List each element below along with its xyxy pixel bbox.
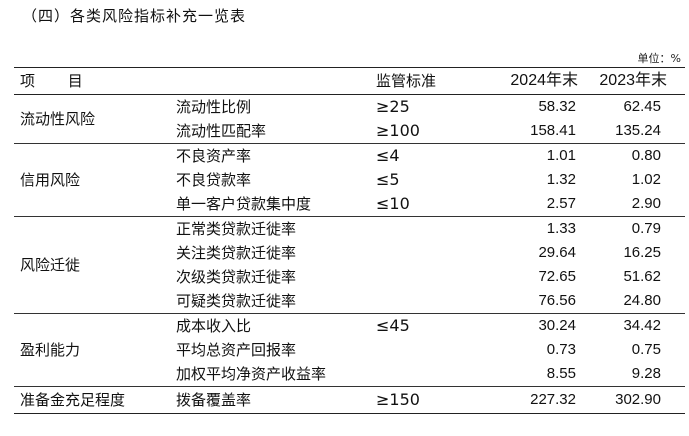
standard-cell: ≤5 (376, 170, 400, 189)
value-2024-cell: 30.24 (468, 313, 578, 338)
header-2024: 2024年末 (468, 67, 578, 95)
value-2023-cell: 62.45 (578, 94, 685, 119)
value-2024-cell: 72.65 (538, 268, 576, 285)
indicator-cell: 流动性比例 (176, 94, 376, 119)
indicator-cell: 拨备覆盖率 (176, 386, 376, 414)
group-liquidity: 流动性风险 流动性比例 ≥25 58.32 62.45 流动性匹配率 ≥100 … (14, 94, 685, 144)
header-indicator (176, 67, 376, 95)
table-header-row: 项 目 监管标准 2024年末 2023年末 (14, 67, 685, 95)
value-2023-cell: 0.75 (631, 341, 661, 358)
table-row: 加权平均净资产收益率 8.55 9.28 (14, 362, 685, 387)
value-2023-cell: 1.02 (631, 171, 661, 188)
standard-cell (376, 289, 468, 314)
standard-cell (376, 362, 468, 387)
value-2023-cell: 2.90 (631, 195, 661, 212)
indicator-cell: 正常类贷款迁徙率 (176, 216, 376, 241)
standard-cell (376, 338, 468, 362)
value-2023-cell: 302.90 (578, 386, 685, 414)
value-2024-cell: 1.32 (546, 171, 576, 188)
value-2024-cell: 8.55 (546, 365, 576, 382)
standard-cell (376, 265, 468, 289)
group-credit: 信用风险 不良资产率 ≤4 1.01 0.80 不良贷款率 ≤5 1.32 1.… (14, 143, 685, 217)
indicator-cell: 不良资产率 (176, 143, 376, 168)
category-cell: 准备金充足程度 (14, 386, 176, 414)
value-2024-cell: 1.01 (468, 143, 578, 168)
value-2023-cell: 0.79 (578, 216, 685, 241)
indicator-cell: 单一客户贷款集中度 (176, 195, 312, 213)
value-2023-cell: 9.28 (631, 365, 661, 382)
category-cell: 流动性风险 (14, 94, 176, 144)
standard-cell (376, 241, 468, 265)
header-standard: 监管标准 (376, 67, 468, 95)
value-2024-cell: 2.57 (546, 195, 576, 212)
standard-cell (376, 216, 468, 241)
standard-cell: ≥150 (376, 386, 468, 414)
table-row: 次级类贷款迁徙率 72.65 51.62 (14, 265, 685, 289)
indicator-cell: 流动性匹配率 (176, 122, 267, 140)
table-row: 关注类贷款迁徙率 29.64 16.25 (14, 241, 685, 265)
category-cell: 信用风险 (14, 143, 176, 217)
section-title: （四）各类风险指标补充一览表 (22, 7, 247, 25)
value-2024-cell: 29.64 (538, 244, 576, 261)
indicator-cell: 次级类贷款迁徙率 (176, 268, 297, 286)
table-row: 流动性风险 流动性比例 ≥25 58.32 62.45 (14, 94, 685, 144)
table-row: 信用风险 不良资产率 ≤4 1.01 0.80 (14, 143, 685, 217)
header-2023: 2023年末 (578, 67, 685, 95)
table-row: 准备金充足程度 拨备覆盖率 ≥150 227.32 302.90 (14, 386, 685, 414)
header-item: 项 目 (14, 67, 176, 95)
standard-cell: ≤10 (376, 194, 410, 213)
group-reserve: 准备金充足程度 拨备覆盖率 ≥150 227.32 302.90 (14, 386, 685, 414)
category-cell: 盈利能力 (14, 313, 176, 387)
group-migration: 风险迁徙 正常类贷款迁徙率 1.33 0.79 关注类贷款迁徙率 29.64 1… (14, 216, 685, 314)
standard-cell: ≥100 (376, 121, 420, 140)
table-row: 流动性匹配率 ≥100 158.41 135.24 (14, 119, 685, 144)
table-row: 不良贷款率 ≤5 1.32 1.02 (14, 168, 685, 192)
table-row: 风险迁徙 正常类贷款迁徙率 1.33 0.79 (14, 216, 685, 314)
indicator-cell: 不良贷款率 (176, 171, 252, 189)
table-row: 盈利能力 成本收入比 ≤45 30.24 34.42 (14, 313, 685, 387)
value-2024-cell: 0.73 (546, 341, 576, 358)
value-2023-cell: 135.24 (615, 122, 661, 139)
value-2024-cell: 76.56 (538, 292, 576, 309)
value-2024-cell: 227.32 (468, 386, 578, 414)
standard-cell: ≤4 (376, 143, 468, 168)
value-2023-cell: 51.62 (623, 268, 661, 285)
group-profitability: 盈利能力 成本收入比 ≤45 30.24 34.42 平均总资产回报率 0.73… (14, 313, 685, 387)
table-row: 可疑类贷款迁徙率 76.56 24.80 (14, 289, 685, 314)
value-2024-cell: 158.41 (530, 122, 576, 139)
value-2024-cell: 1.33 (468, 216, 578, 241)
value-2023-cell: 24.80 (623, 292, 661, 309)
indicator-cell: 成本收入比 (176, 313, 376, 338)
indicator-cell: 可疑类贷款迁徙率 (176, 292, 297, 310)
value-2023-cell: 34.42 (578, 313, 685, 338)
value-2023-cell: 0.80 (578, 143, 685, 168)
table-row: 单一客户贷款集中度 ≤10 2.57 2.90 (14, 192, 685, 217)
category-cell: 风险迁徙 (14, 216, 176, 314)
table-row: 平均总资产回报率 0.73 0.75 (14, 338, 685, 362)
indicator-cell: 关注类贷款迁徙率 (176, 244, 297, 262)
standard-cell: ≥25 (376, 94, 468, 119)
risk-indicator-table: 项 目 监管标准 2024年末 2023年末 流动性风险 流动性比例 ≥25 5… (14, 67, 685, 414)
indicator-cell: 加权平均净资产收益率 (176, 365, 327, 383)
unit-label: 单位：% (637, 52, 681, 65)
value-2023-cell: 16.25 (623, 244, 661, 261)
standard-cell: ≤45 (376, 313, 468, 338)
value-2024-cell: 58.32 (468, 94, 578, 119)
indicator-cell: 平均总资产回报率 (176, 341, 297, 359)
